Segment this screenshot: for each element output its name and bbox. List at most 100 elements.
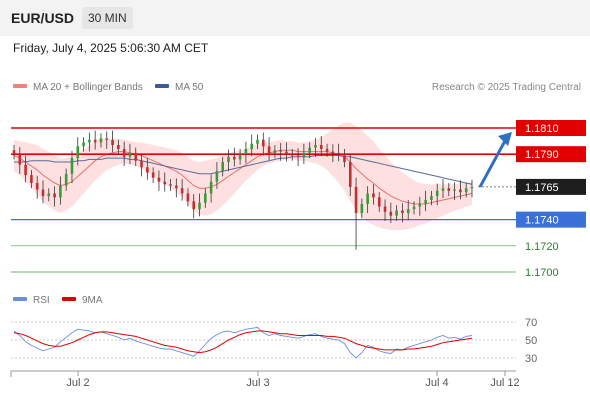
support-label-box xyxy=(516,211,586,228)
candle-body xyxy=(111,139,114,146)
resistance-label-box xyxy=(516,120,586,136)
timeframe-badge[interactable]: 30 MIN xyxy=(82,7,133,29)
candle-body xyxy=(366,193,369,204)
candle-body xyxy=(424,200,427,204)
candle-body xyxy=(337,152,340,155)
candle-body xyxy=(221,162,225,172)
candle-body xyxy=(279,150,282,152)
candle-body xyxy=(18,154,22,165)
price-level-labels: 1.1810 1.1790 1.1765 1.1740 1.1720 1.1700 xyxy=(516,120,586,279)
candle-body xyxy=(348,162,352,187)
candle-body xyxy=(88,139,91,143)
rsi-ma-line xyxy=(13,330,473,354)
minor-level-label: 1.1720 xyxy=(525,241,559,253)
candle-body xyxy=(453,189,456,191)
candle-body xyxy=(354,186,358,214)
candle-body xyxy=(296,155,300,157)
symbol-label: EUR/USD xyxy=(11,10,75,26)
candle-body xyxy=(157,177,161,182)
candle-body xyxy=(186,193,190,202)
candle-body xyxy=(308,147,311,153)
candle-body xyxy=(244,148,248,155)
rsi-legend-swatch xyxy=(13,297,27,301)
candle-body xyxy=(290,154,294,156)
x-tick-label: Jul 4 xyxy=(425,377,448,389)
bollinger-bands xyxy=(14,122,472,231)
candle-body xyxy=(163,181,167,185)
candle-body xyxy=(372,193,375,198)
ma20-legend-swatch xyxy=(13,84,27,88)
candle-body xyxy=(122,148,126,157)
candle-body xyxy=(470,186,474,189)
forecast-arrow-shaft xyxy=(478,138,508,188)
candle-body xyxy=(175,185,178,189)
candle-body xyxy=(134,152,138,161)
rsi-legend-label: RSI xyxy=(33,295,50,306)
moving-averages xyxy=(13,149,473,205)
candle-body xyxy=(76,146,80,159)
candle-body xyxy=(70,158,74,174)
candle-body xyxy=(360,203,364,214)
candle-body xyxy=(412,206,416,210)
candle-body xyxy=(151,172,155,178)
ma50-line xyxy=(14,155,473,185)
candle-body xyxy=(273,150,277,153)
candle-body xyxy=(430,196,433,200)
current-price-label: 1.1765 xyxy=(525,182,559,194)
resistance-label: 1.1790 xyxy=(525,149,559,161)
rsi-tick-label: 50 xyxy=(525,335,537,347)
ma50-legend-label: MA 50 xyxy=(175,82,204,93)
candle-body xyxy=(447,188,451,191)
resistance-label-box xyxy=(516,146,586,163)
candle-body xyxy=(325,148,329,152)
candle-body xyxy=(459,189,462,193)
candle-body xyxy=(30,175,33,183)
candle-body xyxy=(261,139,265,147)
rsi-line xyxy=(13,326,473,359)
candle-body xyxy=(117,145,120,149)
candle-body xyxy=(209,181,213,194)
candle-body xyxy=(418,203,422,207)
candle-body xyxy=(24,164,27,176)
forecast-arrow xyxy=(478,132,512,188)
candle-body xyxy=(285,151,288,155)
candle-body xyxy=(395,210,398,216)
candle-body xyxy=(435,190,439,197)
rsi-ma-legend-swatch xyxy=(62,297,76,301)
candle-body xyxy=(198,202,201,210)
candle-body xyxy=(256,139,259,144)
candle-body xyxy=(41,189,45,197)
x-tick-label: Jul 2 xyxy=(66,377,89,389)
candle-body xyxy=(401,210,404,214)
header-bar: EUR/USD 30 MIN xyxy=(0,0,590,36)
candle-body xyxy=(464,188,468,193)
x-tick-label: Jul 3 xyxy=(246,377,269,389)
rsi-ma-legend-label: 9MA xyxy=(82,295,103,306)
current-price-label-box xyxy=(516,178,586,195)
candle-body xyxy=(140,160,143,168)
candle-body xyxy=(47,193,51,197)
candle-body xyxy=(192,201,196,210)
candle-body xyxy=(319,145,323,149)
bollinger-band-area xyxy=(14,122,472,231)
candle-body xyxy=(377,197,381,207)
candle-body xyxy=(389,211,393,216)
candle-body xyxy=(383,206,387,212)
x-tick-label: Jul 12 xyxy=(490,377,519,389)
minor-level-label: 1.1700 xyxy=(525,267,559,279)
candle-body xyxy=(146,167,149,173)
candle-body xyxy=(35,182,39,190)
rsi-tick-label: 70 xyxy=(525,317,537,329)
candle-body xyxy=(82,142,85,147)
candle-body xyxy=(238,154,242,160)
candle-body xyxy=(128,152,132,157)
timestamp-label: Friday, July 4, 2025 5:06:30 AM CET xyxy=(13,41,209,55)
ma50-legend-swatch xyxy=(155,84,169,88)
candle-body xyxy=(215,171,219,182)
candle-body xyxy=(99,138,103,143)
candle-body xyxy=(267,146,271,153)
candle-body xyxy=(343,154,346,163)
forecast-arrow-head xyxy=(498,132,512,146)
